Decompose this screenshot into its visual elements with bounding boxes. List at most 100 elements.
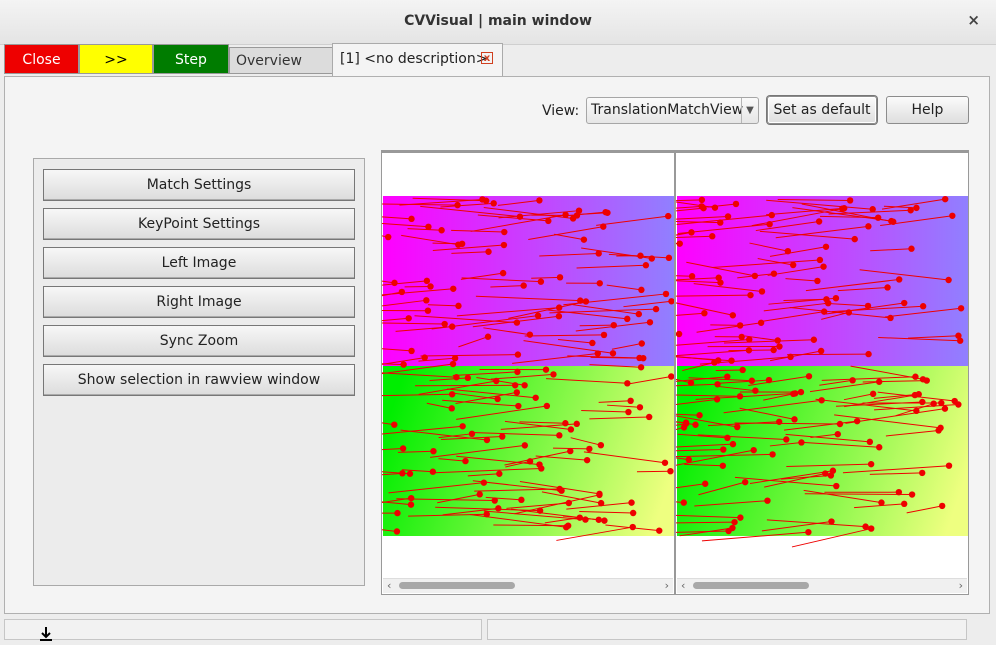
forward-button[interactable]: >> xyxy=(79,44,153,74)
match-line xyxy=(504,420,571,430)
keypoint-marker xyxy=(398,288,406,296)
match-line xyxy=(815,398,917,412)
match-line xyxy=(524,334,605,337)
step-button[interactable]: Step xyxy=(153,44,229,74)
keypoint-marker xyxy=(562,211,569,219)
keypoint-marker xyxy=(814,277,821,285)
keypoint-marker xyxy=(526,331,534,338)
scroll-thumb-left[interactable] xyxy=(399,582,515,589)
keypoint-marker xyxy=(680,499,687,506)
match-line xyxy=(873,393,919,399)
keypoint-marker xyxy=(765,376,773,384)
keypoint-marker xyxy=(565,499,573,507)
left-image-view[interactable]: ‹ › xyxy=(381,150,675,595)
keypoint-marker xyxy=(583,456,591,464)
keypoint-marker xyxy=(493,377,500,385)
match-line xyxy=(430,444,525,458)
right-image-view[interactable]: ‹ › xyxy=(675,150,969,595)
match-line xyxy=(786,463,872,468)
keypoint-marker xyxy=(717,279,724,286)
match-line xyxy=(528,226,604,240)
keypoint-marker xyxy=(768,211,775,219)
match-line xyxy=(825,302,905,315)
left-image-button[interactable]: Left Image xyxy=(43,247,355,279)
keypoint-marker xyxy=(945,276,952,284)
tab-overview[interactable]: Overview xyxy=(229,47,333,74)
match-line xyxy=(908,335,959,339)
scroll-thumb-right[interactable] xyxy=(693,582,809,589)
match-line xyxy=(544,517,580,524)
right-image-button[interactable]: Right Image xyxy=(43,286,355,318)
scroll-left-icon[interactable]: ‹ xyxy=(681,579,686,592)
keypoint-marker xyxy=(729,440,737,448)
match-line xyxy=(676,443,733,448)
keypoint-marker xyxy=(580,236,588,243)
match-settings-button[interactable]: Match Settings xyxy=(43,169,355,201)
keypoint-marker xyxy=(878,499,885,506)
horizontal-scrollbar-left[interactable]: ‹ › xyxy=(383,578,673,593)
download-icon[interactable] xyxy=(38,626,54,643)
match-line xyxy=(432,244,504,252)
keypoint-marker xyxy=(739,366,746,374)
keypoint-marker xyxy=(556,274,564,281)
keypoint-marker xyxy=(738,333,745,341)
close-icon[interactable]: × xyxy=(967,11,980,29)
keypoint-marker xyxy=(734,423,741,431)
keypoint-marker xyxy=(661,459,669,466)
match-line xyxy=(388,482,484,494)
help-button[interactable]: Help xyxy=(886,96,969,124)
window-title: CVVisual | main window xyxy=(404,13,592,29)
sync-zoom-button[interactable]: Sync Zoom xyxy=(43,325,355,357)
match-line xyxy=(437,493,480,504)
close-button[interactable]: Close xyxy=(4,44,79,74)
match-line xyxy=(676,302,733,316)
match-line xyxy=(475,295,581,302)
status-bar xyxy=(0,615,996,645)
keypoint-marker xyxy=(421,354,428,361)
keypoint-marker xyxy=(668,373,674,380)
keypoint-marker xyxy=(688,229,695,236)
keypoint-marker xyxy=(500,241,508,249)
keypoint-marker xyxy=(815,218,823,225)
keypoint-marker xyxy=(476,491,483,498)
scroll-left-icon[interactable]: ‹ xyxy=(387,579,392,592)
match-line xyxy=(382,372,457,378)
match-line xyxy=(442,399,519,407)
keypoint-marker xyxy=(714,381,721,388)
scroll-right-icon[interactable]: › xyxy=(958,579,963,592)
set-as-default-button[interactable]: Set as default xyxy=(767,96,877,124)
keypoint-marker xyxy=(640,354,647,362)
keypoint-marker xyxy=(454,201,461,209)
match-line xyxy=(676,378,692,384)
keypoint-marker xyxy=(555,304,563,311)
match-line xyxy=(854,503,905,509)
keypoint-marker xyxy=(907,207,914,214)
match-line xyxy=(676,426,685,431)
horizontal-scrollbar-right[interactable]: ‹ › xyxy=(677,578,967,593)
match-line xyxy=(490,373,554,380)
keypoint-marker xyxy=(556,432,563,439)
keypoint-marker xyxy=(869,390,877,398)
keypoint-marker xyxy=(895,488,903,496)
scroll-right-icon[interactable]: › xyxy=(664,579,669,592)
show-selection-rawview-button[interactable]: Show selection in rawview window xyxy=(43,364,355,396)
keypoint-marker xyxy=(638,286,645,294)
match-line xyxy=(737,273,774,279)
keypoint-settings-button[interactable]: KeyPoint Settings xyxy=(43,208,355,240)
match-line xyxy=(734,476,837,487)
match-line xyxy=(606,284,642,291)
keypoint-marker xyxy=(407,501,415,508)
match-line xyxy=(837,286,888,292)
keypoint-marker xyxy=(596,280,603,287)
match-line xyxy=(596,215,669,226)
keypoint-marker xyxy=(865,350,872,358)
view-select[interactable]: TranslationMatchView ▼ xyxy=(586,97,759,124)
match-line xyxy=(676,214,772,226)
tab-view-1[interactable]: [1] <no description> x xyxy=(332,43,503,77)
match-line xyxy=(382,322,445,325)
match-line xyxy=(382,222,429,228)
match-line xyxy=(804,493,913,496)
status-field-left xyxy=(4,619,482,640)
match-line xyxy=(589,364,642,368)
tab-close-icon[interactable]: x xyxy=(481,52,493,64)
